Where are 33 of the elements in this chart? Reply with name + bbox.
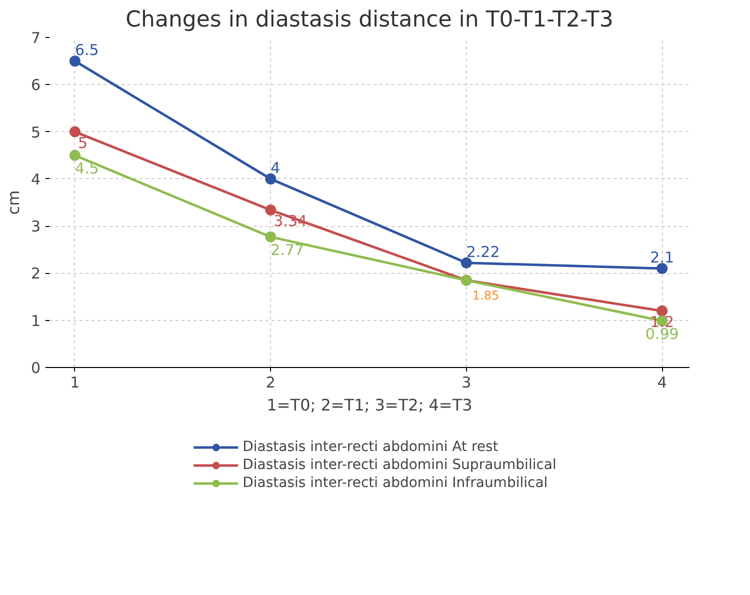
x-tick-label: 1 — [70, 374, 80, 392]
point — [69, 150, 80, 161]
data-label: 2.77 — [270, 240, 304, 259]
x-tick-label: 2 — [266, 374, 276, 392]
y-tick-label: 1 — [30, 312, 41, 330]
data-label: 6.5 — [74, 41, 99, 60]
y-tick-label: 7 — [30, 29, 41, 47]
legend-label: Diastasis inter-recti abdomini At rest — [242, 438, 498, 454]
chart-title: Changes in diastasis distance in T0-T1-T2-T3 — [126, 8, 614, 32]
point — [265, 231, 276, 242]
y-axis-title: cm — [4, 190, 23, 215]
point — [265, 173, 276, 184]
legend-label: Diastasis inter-recti abdomini Supraumbilical — [242, 456, 556, 472]
y-tick-label: 0 — [30, 359, 41, 377]
data-label: 2.1 — [650, 248, 674, 266]
x-tick-label: 4 — [657, 374, 667, 392]
point — [69, 56, 80, 67]
y-tick-label: 4 — [30, 170, 41, 188]
annotation: 1.85 — [472, 288, 500, 302]
x-tick-label: 3 — [462, 374, 472, 392]
y-tick-label: 2 — [30, 264, 41, 283]
y-tick-label: 3 — [30, 218, 41, 236]
point — [69, 126, 80, 138]
legend-label: Diastasis inter-recti abdomini Infraumbilical — [242, 474, 548, 490]
data-label: 5 — [78, 134, 88, 152]
y-tick-label: 5 — [30, 123, 41, 142]
point — [460, 257, 472, 268]
point — [656, 263, 668, 274]
data-label: 2.22 — [466, 242, 500, 261]
x-axis-title: 1=T0; 2=T1; 3=T2; 4=T3 — [266, 396, 472, 414]
data-label: 4 — [270, 158, 280, 177]
point — [265, 204, 276, 216]
y-tick-label: 6 — [30, 76, 41, 94]
